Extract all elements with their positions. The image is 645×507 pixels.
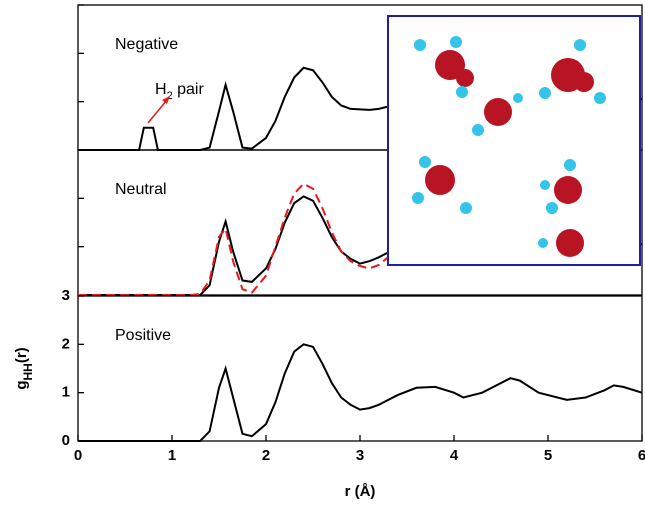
- y-axis-label-part: (r): [13, 347, 30, 363]
- annotation-part: H: [155, 81, 167, 98]
- y-axis-label-part: HH: [21, 363, 35, 380]
- y-tick-label: 0: [62, 432, 70, 449]
- panel-label: Negative: [115, 36, 178, 53]
- x-tick-label: 5: [544, 447, 552, 464]
- x-tick-label: 4: [450, 447, 459, 464]
- annotation-part: 2: [167, 90, 173, 102]
- panel-frame: [77, 295, 643, 442]
- x-axis-label: r (Å): [345, 483, 376, 500]
- molecule: [538, 229, 584, 257]
- y-axis-label: gHH(r): [13, 347, 35, 389]
- molecule: [412, 156, 472, 214]
- x-tick-label: 3: [356, 447, 364, 464]
- molecule: [472, 93, 523, 136]
- x-tick-label: 6: [638, 447, 645, 464]
- annotation-arrowhead: [162, 96, 170, 104]
- panel-label: Neutral: [115, 181, 167, 198]
- molecule: [539, 39, 606, 104]
- panel-frame: [77, 149, 643, 296]
- inset-image: [387, 15, 641, 266]
- y-tick-label: 2: [62, 335, 70, 352]
- data-line: [78, 343, 643, 442]
- x-tick-label: 2: [262, 447, 270, 464]
- x-tick-label: 1: [168, 447, 176, 464]
- y-tick-label: 3: [62, 287, 70, 304]
- molecule: [540, 159, 582, 214]
- panel-label: Positive: [115, 327, 171, 344]
- inset-frame: [387, 15, 641, 266]
- y-tick-label: 1: [62, 384, 70, 401]
- y-axis-label-part: g: [13, 381, 30, 390]
- annotation: H2 pair: [155, 81, 204, 102]
- annotation-arrow: [147, 99, 168, 124]
- x-tick-label: 0: [74, 447, 82, 464]
- molecule: [414, 36, 474, 98]
- annotation-part: pair: [173, 81, 205, 98]
